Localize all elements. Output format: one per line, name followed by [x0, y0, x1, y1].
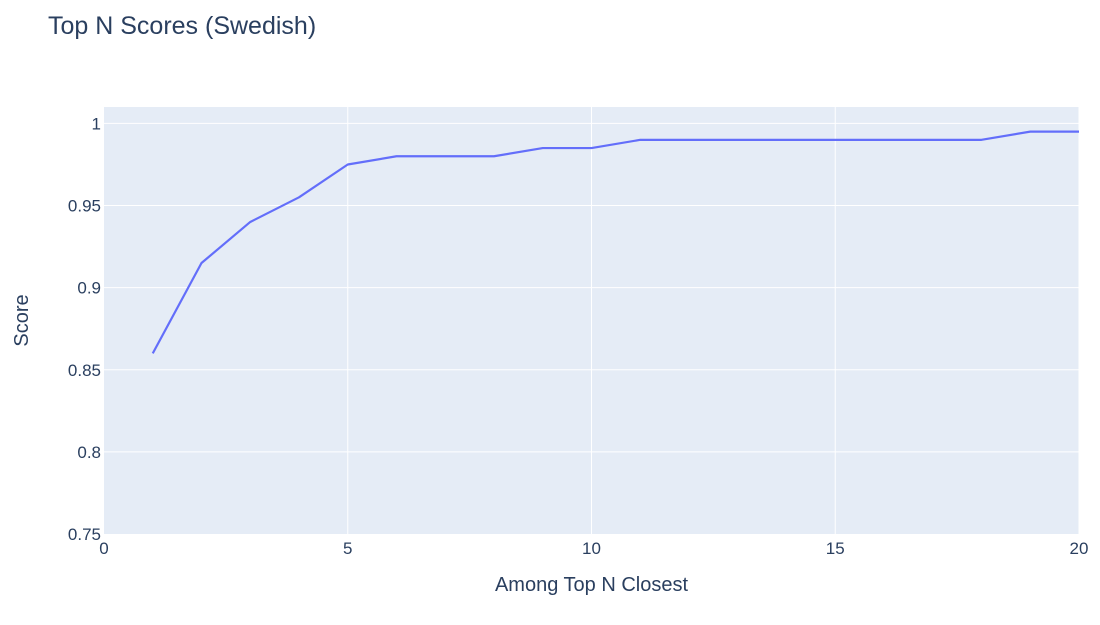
tick-labels: 0 5 10 15 20 0.75 0.8 0.85 0.9 0.95 1 — [68, 114, 1089, 558]
y-tick-label: 1 — [92, 114, 101, 133]
y-axis-title: Score — [11, 294, 33, 346]
y-tick-label: 0.85 — [68, 361, 101, 380]
y-tick-label: 0.8 — [77, 443, 101, 462]
gridlines — [104, 107, 1080, 534]
x-tick-label: 20 — [1070, 539, 1089, 558]
x-tick-label: 10 — [582, 539, 601, 558]
x-tick-label: 5 — [343, 539, 352, 558]
y-tick-label: 0.9 — [77, 279, 101, 298]
y-tick-label: 0.75 — [68, 525, 101, 544]
series-layer — [151, 130, 1079, 354]
x-axis-title: Among Top N Closest — [495, 574, 689, 596]
x-tick-label: 0 — [99, 539, 108, 558]
chart-title: Top N Scores (Swedish) — [48, 12, 317, 40]
series-line — [151, 130, 1079, 354]
x-tick-label: 15 — [826, 539, 845, 558]
y-tick-label: 0.95 — [68, 197, 101, 216]
